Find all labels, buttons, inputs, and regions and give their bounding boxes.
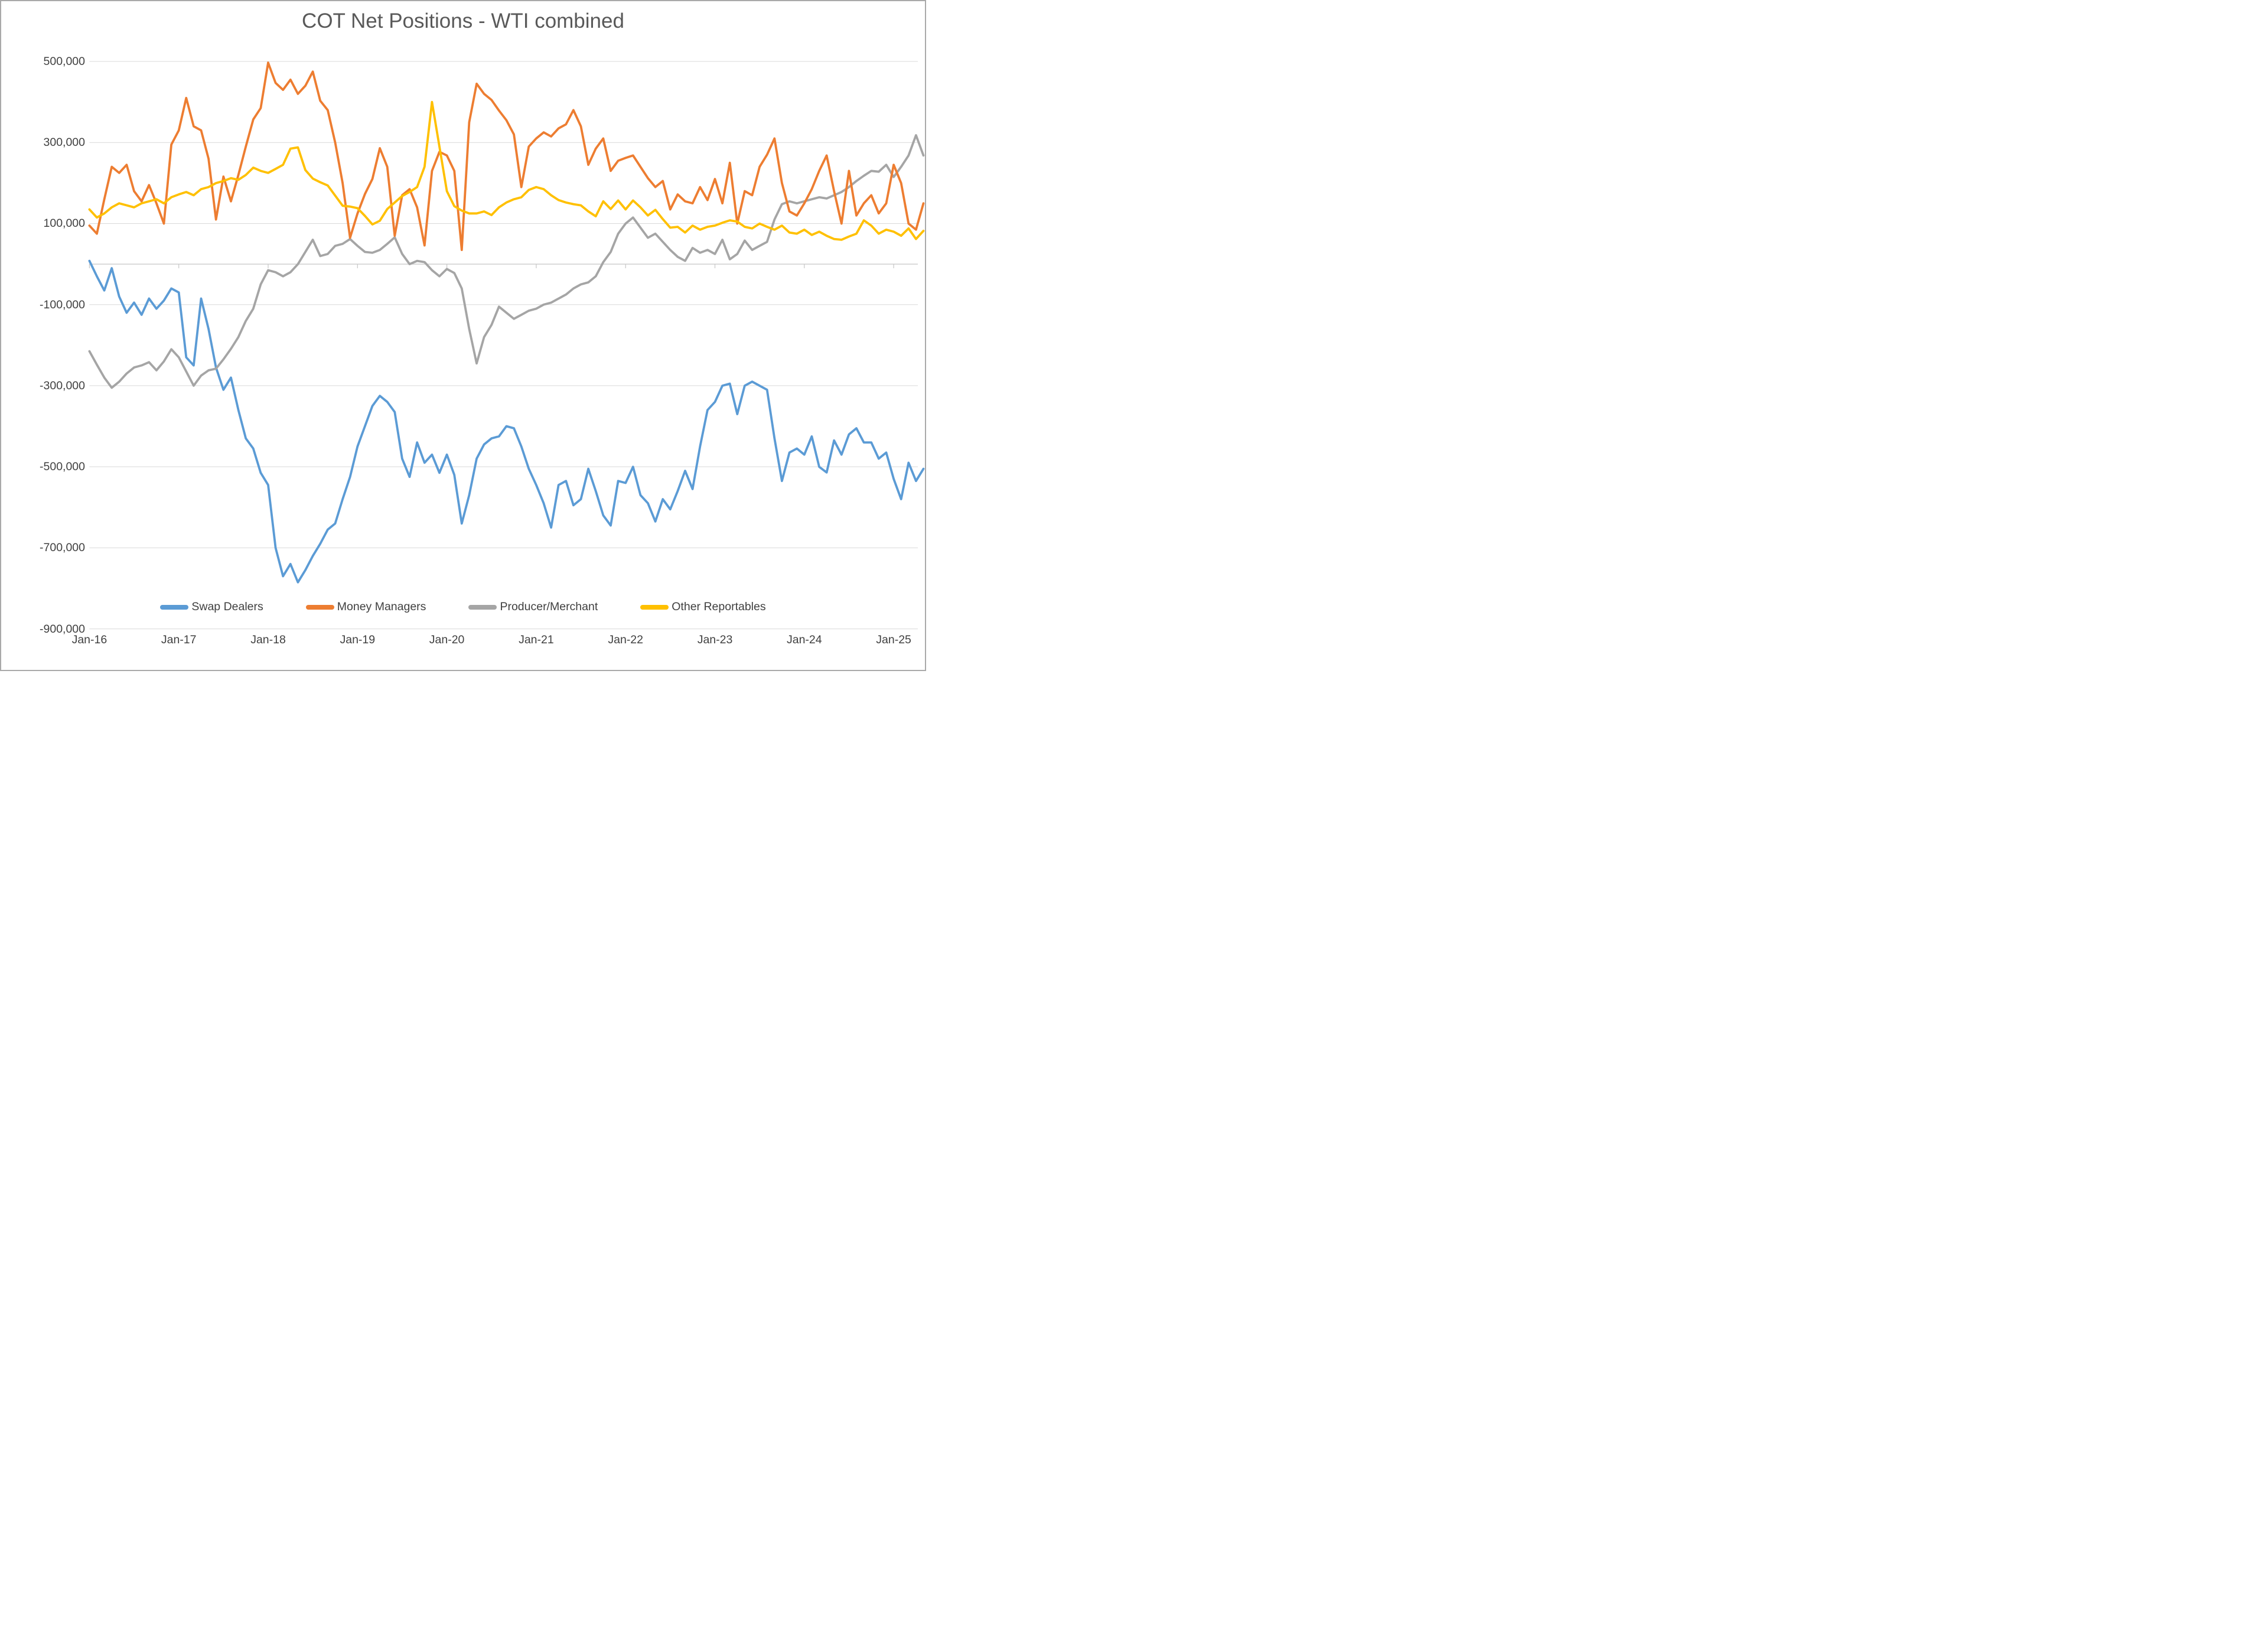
money-managers-line-swatch-icon — [305, 604, 334, 610]
legend-item-swap-dealers: Swap Dealers — [160, 600, 263, 614]
y-axis-tick-label: -100,000 — [40, 298, 85, 311]
x-axis-tick-label: Jan-25 — [876, 633, 911, 646]
y-axis-tick-label: 500,000 — [43, 55, 86, 69]
y-axis-tick-label: 100,000 — [43, 217, 86, 230]
legend-item-producer-merchant: Producer/Merchant — [468, 600, 598, 614]
y-axis-tick-label: -700,000 — [40, 541, 85, 555]
series-line-other-reportables — [88, 100, 925, 241]
y-axis-tick-label: -500,000 — [40, 460, 85, 474]
producer-merchant-line-swatch-icon — [468, 604, 497, 610]
x-axis-tick-label: Jan-16 — [71, 633, 107, 646]
legend-label: Producer/Merchant — [500, 600, 598, 613]
legend-label: Other Reportables — [672, 600, 766, 613]
chart-title: COT Net Positions - WTI combined — [302, 9, 624, 32]
y-axis-tick-label: -300,000 — [40, 379, 85, 392]
legend-label: Money Managers — [337, 600, 426, 613]
series-line-swap-dealers — [88, 259, 925, 584]
series-line-producer-merchant — [88, 134, 925, 389]
x-axis-tick-label: Jan-23 — [697, 633, 733, 646]
x-axis-tick-label: Jan-22 — [608, 633, 643, 646]
legend-label: Swap Dealers — [191, 600, 263, 613]
swap-dealers-line-swatch-icon — [160, 604, 189, 610]
legend-item-money-managers: Money Managers — [305, 600, 426, 614]
x-axis-tick-label: Jan-21 — [519, 633, 554, 646]
y-axis-tick-label: 300,000 — [43, 136, 86, 149]
y-axis-tick-label: -900,000 — [40, 622, 85, 636]
chart-canvas: COT Net Positions - WTI combined 500,000… — [0, 0, 926, 671]
other-reportables-line-swatch-icon — [640, 604, 669, 610]
legend: Swap Dealers Money Managers Producer/Mer… — [1, 600, 925, 614]
x-axis-tick-label: Jan-20 — [429, 633, 465, 646]
x-axis-tick-label: Jan-17 — [161, 633, 197, 646]
x-axis-tick-label: Jan-24 — [786, 633, 822, 646]
x-axis-tick-label: Jan-19 — [340, 633, 376, 646]
x-axis-tick-label: Jan-18 — [250, 633, 286, 646]
legend-item-other-reportables: Other Reportables — [640, 600, 766, 614]
plot-area — [88, 61, 925, 630]
series-line-money-managers — [88, 61, 925, 252]
